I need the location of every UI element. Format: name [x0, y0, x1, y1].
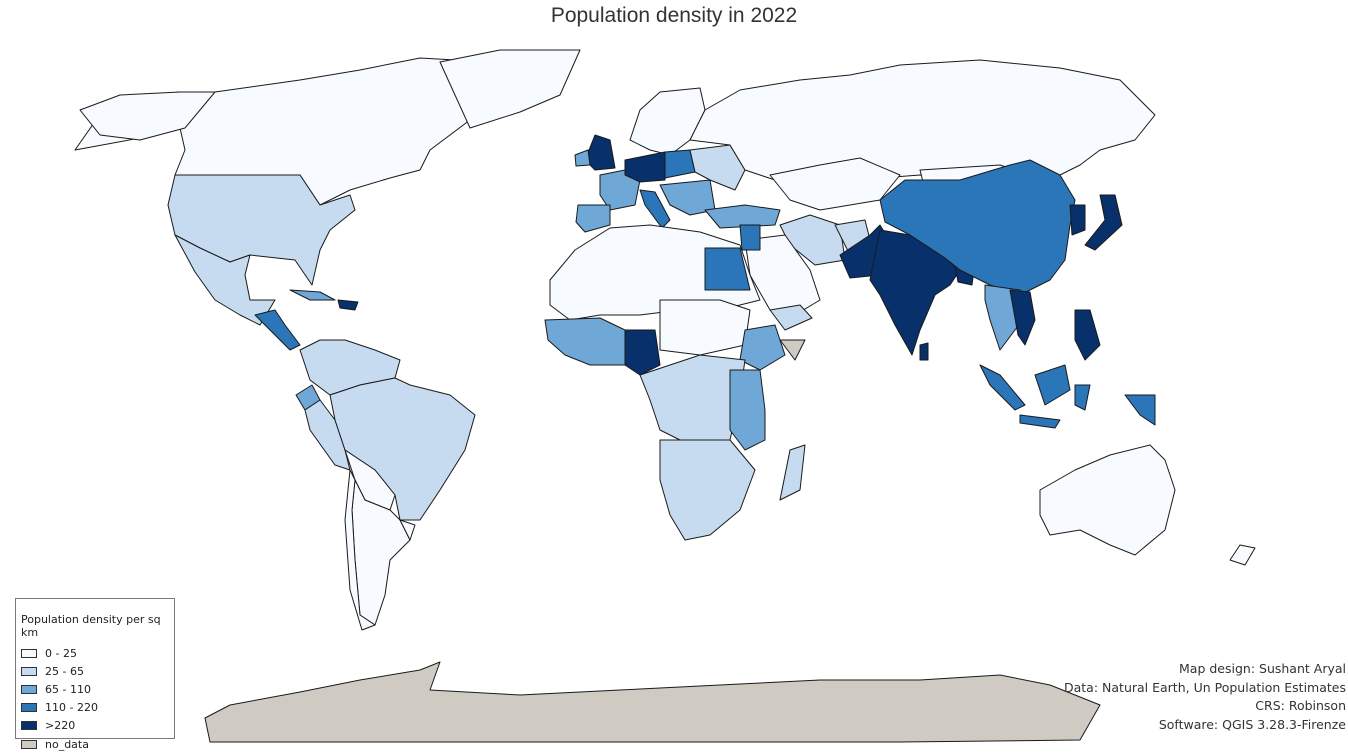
legend-label: >220 [45, 719, 76, 733]
legend-item: no_data [21, 735, 174, 753]
region-sri-lanka [919, 342, 929, 361]
region-borneo [1034, 364, 1071, 406]
region-korea [1069, 204, 1086, 236]
region-sulawesi [1074, 384, 1091, 411]
legend-label: 65 - 110 [45, 682, 91, 696]
legend-label: no_data [45, 737, 89, 751]
region-levant [739, 224, 761, 251]
legend-swatch [21, 703, 37, 713]
region-central-africa [639, 354, 746, 446]
region-yemen [769, 304, 813, 331]
region-chile [344, 469, 376, 631]
region-uk [584, 134, 616, 171]
credit-data: Data: Natural Earth, Un Population Estim… [1064, 679, 1346, 695]
legend-item: >220 [21, 717, 174, 735]
region-greenland [439, 49, 581, 129]
region-colombia-venezuela [299, 339, 401, 396]
region-japan [1084, 194, 1123, 251]
region-balkans [659, 179, 716, 216]
region-somalia [779, 339, 806, 361]
region-mexico [174, 234, 276, 326]
legend-item: 110 - 220 [21, 699, 174, 717]
region-cuba [289, 289, 336, 301]
region-iberia [575, 204, 611, 233]
region-west-africa [544, 317, 626, 366]
legend-item: 25 - 65 [21, 662, 174, 680]
region-ethiopia [739, 324, 786, 371]
region-australia [1039, 444, 1176, 556]
legend-item: 65 - 110 [21, 680, 174, 698]
region-central-europe [624, 151, 666, 183]
map-legend: Population density per sq km 0 - 25 25 -… [15, 598, 175, 751]
map-title: Population density in 2022 [550, 4, 798, 27]
region-arabia [744, 234, 821, 316]
credit-software: Software: QGIS 3.28.3-Firenze [1158, 717, 1346, 733]
legend-swatch [21, 684, 37, 694]
credit-crs: CRS: Robinson [1255, 698, 1346, 714]
region-antarctica [204, 661, 1101, 743]
region-italy [639, 189, 671, 229]
region-hispaniola [337, 299, 359, 311]
region-philippines [1074, 309, 1101, 361]
region-peru [304, 399, 351, 471]
legend-label: 0 - 25 [45, 646, 77, 660]
region-egypt [704, 247, 751, 291]
region-central-america [254, 309, 301, 351]
region-southern-africa [659, 439, 756, 541]
region-scandinavia [629, 87, 706, 156]
region-uruguay [399, 519, 416, 541]
region-new-guinea [1124, 394, 1156, 426]
region-turkey [704, 204, 781, 229]
region-new-zealand [1229, 544, 1256, 566]
region-indonesia-sumatra [979, 364, 1026, 411]
legend-swatch [21, 666, 37, 676]
credit-design: Map design: Sushant Aryal [1179, 661, 1346, 676]
legend-swatch [21, 721, 37, 731]
region-east-africa [729, 369, 766, 451]
legend-item: 0 - 25 [21, 644, 174, 662]
legend-title: Population density per sq km [21, 613, 161, 639]
region-alaska [79, 91, 216, 141]
region-java [1019, 414, 1061, 429]
region-ireland [574, 149, 591, 167]
legend-label: 25 - 65 [45, 664, 84, 678]
region-china [879, 159, 1076, 296]
region-nigeria [624, 329, 661, 376]
legend-swatch [21, 739, 37, 749]
legend-label: 110 - 220 [45, 701, 98, 715]
region-vietnam [1009, 289, 1036, 346]
map-credits: Map design: Sushant Aryal Data: Natural … [1064, 660, 1346, 735]
region-sahel-east [659, 299, 751, 356]
legend-swatch [21, 648, 37, 658]
region-madagascar [779, 444, 806, 501]
